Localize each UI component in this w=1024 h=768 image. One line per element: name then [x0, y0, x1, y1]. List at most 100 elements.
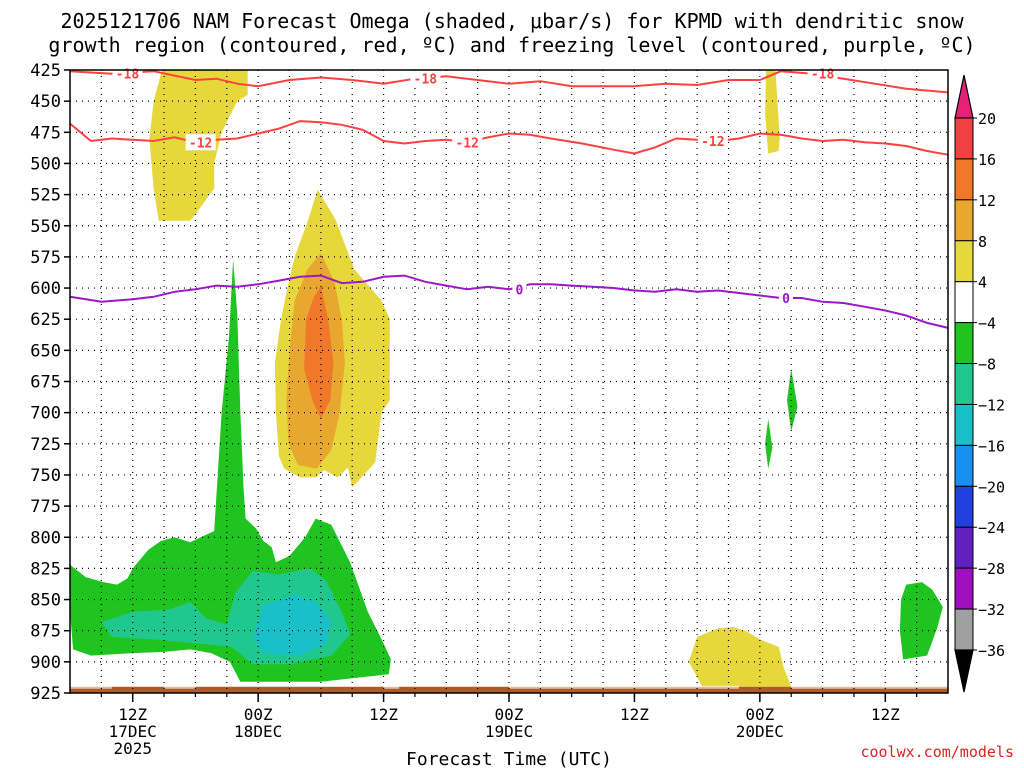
colorbar-label: −8 — [978, 356, 996, 374]
colorbar-bin — [954, 444, 974, 487]
y-tick-label: 875 — [30, 622, 61, 642]
omega-region-ascent-main-18dec-core — [304, 285, 334, 419]
contour-label: -12 — [701, 135, 724, 150]
x-tick-label: 2025 — [113, 739, 152, 758]
y-tick-label: 925 — [30, 684, 61, 704]
x-axis-label: Forecast Time (UTC) — [406, 749, 612, 768]
y-tick-label: 725 — [30, 435, 61, 455]
colorbar-bin — [954, 567, 974, 610]
contour-label-bg — [185, 134, 216, 151]
omega-region-descent-narrow-2 — [787, 369, 798, 432]
y-tick-label: 625 — [30, 310, 61, 330]
contour-label-bg — [778, 290, 793, 307]
contour-0 — [69, 274, 949, 329]
omega-region-ascent-narrow-20dec — [765, 70, 780, 154]
y-tick-label: 750 — [30, 466, 61, 486]
ground-layer — [70, 685, 948, 693]
ground-gap-1 — [164, 685, 196, 689]
colorbar-label: 20 — [978, 110, 996, 128]
colorbar-bin — [954, 363, 974, 405]
colorbar-label: −4 — [978, 315, 996, 333]
y-tick-label: 425 — [30, 61, 61, 81]
colorbar-bin — [954, 322, 974, 365]
x-tick-label: 19DEC — [485, 722, 533, 741]
contour-label-bg — [452, 134, 483, 151]
colorbar-bin — [954, 158, 974, 201]
y-tick-label: 600 — [30, 279, 61, 299]
colorbar-bin — [954, 403, 974, 446]
y-tick-label: 900 — [30, 653, 61, 673]
contour-label: -18 — [811, 68, 835, 83]
colorbar-label: −16 — [978, 437, 1005, 455]
contour-label-bg — [697, 133, 728, 150]
colorbar: 20 16 12 8 4 −4 −8 −12 −16 −20 −24 −28 −32 −36 — [954, 74, 1005, 693]
x-tick-label: 18DEC — [234, 722, 282, 741]
contour-label: -12 — [189, 136, 212, 151]
omega-region-descent-low-20dec — [899, 582, 943, 660]
ground-gap-0 — [70, 685, 112, 689]
y-tick-label: 700 — [30, 404, 61, 424]
colorbar-bin — [954, 485, 974, 528]
ground-strip — [70, 686, 948, 693]
colorbar-label: −20 — [978, 478, 1005, 496]
colorbar-label: −36 — [978, 642, 1005, 660]
contour-label: 0 — [516, 283, 524, 298]
x-tick-label: 00Z — [495, 705, 524, 724]
colorbar-label: −24 — [978, 519, 1005, 537]
y-tick-label: 850 — [30, 591, 61, 611]
contour-label: -12 — [455, 136, 478, 151]
y-tick-label: 800 — [30, 528, 61, 548]
y-tick-label: 500 — [30, 154, 61, 174]
y-axis-ticks: 425 450 475 500 525 550 575 600 625 650 675 700 725 7… — [30, 61, 70, 704]
x-tick-label: 12Z — [620, 705, 649, 724]
y-tick-label: 825 — [30, 559, 61, 579]
x-tick-label: 20DEC — [736, 722, 784, 741]
y-tick-label: 525 — [30, 186, 61, 206]
colorbar-label: −32 — [978, 601, 1005, 619]
x-tick-label: 12Z — [369, 705, 398, 724]
contour--18 — [69, 70, 949, 94]
omega-region-ascent-lower-19dec — [688, 627, 792, 687]
chart-title-line-2: growth region (contoured, red, ºC) and f… — [48, 33, 976, 57]
omega-fill-layer — [70, 70, 943, 687]
y-tick-label: 550 — [30, 217, 61, 237]
x-tick-label: 12Z — [871, 705, 900, 724]
y-tick-label: 575 — [30, 248, 61, 268]
colorbar-label: 4 — [978, 274, 987, 292]
colorbar-bin — [954, 117, 974, 160]
contour-label: -18 — [414, 73, 438, 88]
colorbar-top-arrow — [954, 74, 974, 119]
colorbar-label: −12 — [978, 396, 1005, 414]
contour-layer: -18 -18 -18 -12 -12 -12 0 0 — [69, 65, 949, 329]
y-tick-label: 650 — [30, 341, 61, 361]
colorbar-bin — [954, 199, 974, 242]
omega-region-descent-low-core — [252, 594, 332, 656]
credit-text: coolwx.com/models — [860, 743, 1014, 761]
colorbar-bin — [954, 526, 974, 569]
x-tick-label: 00Z — [244, 705, 273, 724]
y-tick-label: 775 — [30, 497, 61, 517]
x-tick-label: 12Z — [118, 705, 147, 724]
colorbar-label: 16 — [978, 151, 996, 169]
contour-label: -18 — [116, 68, 140, 83]
chart-title-line-1: 2025121706 NAM Forecast Omega (shaded, μ… — [60, 9, 964, 33]
y-tick-label: 475 — [30, 123, 61, 143]
x-tick-label: 17DEC — [109, 722, 157, 741]
ground-gap-2 — [383, 685, 400, 689]
x-tick-label: 00Z — [745, 705, 774, 724]
y-tick-label: 450 — [30, 92, 61, 112]
contour-label-bg — [512, 281, 527, 298]
colorbar-label: 8 — [978, 233, 987, 251]
contour-label: 0 — [782, 292, 790, 307]
grid-layer — [70, 70, 948, 693]
colorbar-bin — [954, 281, 974, 324]
y-tick-label: 675 — [30, 373, 61, 393]
omega-region-descent-narrow-1 — [765, 418, 773, 469]
colorbar-bottom-arrow — [954, 649, 974, 693]
ground-gap-4 — [791, 685, 948, 689]
colorbar-label: 12 — [978, 192, 996, 210]
ground-gap-3 — [509, 685, 739, 689]
colorbar-label: −28 — [978, 560, 1005, 578]
